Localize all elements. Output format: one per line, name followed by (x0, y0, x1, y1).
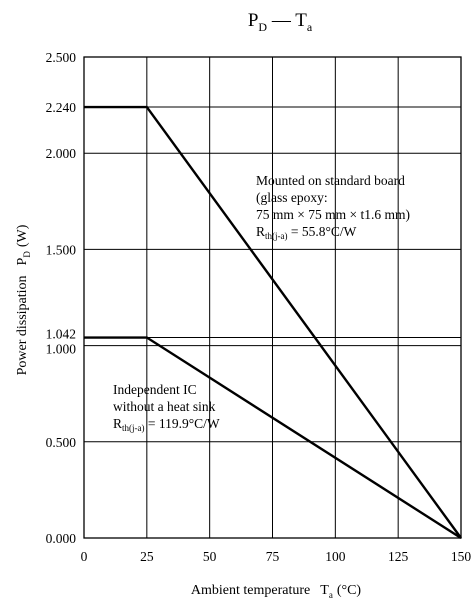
x-tick-labels: 0 25 50 75 100 125 150 (81, 549, 472, 564)
x-axis-label: Ambient temperature Ta (°C) (191, 583, 362, 600)
y-axis-label: Power dissipationPD(W) (15, 224, 32, 375)
annotation-standard-board: Mounted on standard board (glass epoxy: … (256, 173, 410, 241)
y-tick-label: 2.500 (46, 50, 77, 65)
annotation-standard-board-line-2: (glass epoxy: (256, 190, 328, 205)
chart-title: PD — Ta (248, 10, 313, 34)
annotation-independent-ic-line-2: without a heat sink (113, 399, 216, 414)
annotation-independent-ic-rth: Rth(j-a) = 119.9°C/W (113, 416, 220, 433)
series-line-1 (84, 105, 462, 539)
y-tick-label: 1.000 (46, 342, 77, 357)
grid-lines (84, 57, 461, 538)
annotation-standard-board-line-1: Mounted on standard board (256, 173, 405, 188)
x-tick-label: 150 (451, 549, 472, 564)
plot-frame (83, 56, 462, 539)
annotation-independent-ic: Independent IC without a heat sink Rth(j… (113, 382, 220, 433)
annotation-standard-board-rth: Rth(j-a) = 55.8°C/W (256, 224, 357, 241)
y-tick-label: 0.500 (46, 435, 77, 450)
series-lines (84, 105, 462, 540)
y-tick-label: 0.000 (46, 531, 77, 546)
x-tick-label: 0 (81, 549, 88, 564)
y-tick-label: 1.042 (46, 327, 76, 342)
y-tick-label: 2.240 (46, 100, 77, 115)
y-tick-label: 2.000 (46, 146, 77, 161)
y-tick-label: 1.500 (46, 242, 77, 257)
annotation-independent-ic-line-1: Independent IC (113, 382, 197, 397)
x-tick-label: 25 (140, 549, 154, 564)
x-tick-label: 75 (266, 549, 280, 564)
x-tick-label: 100 (325, 549, 346, 564)
annotation-standard-board-line-3: 75 mm × 75 mm × t1.6 mm) (256, 207, 410, 222)
x-tick-label: 125 (388, 549, 409, 564)
series-line-2 (84, 336, 462, 540)
x-tick-label: 50 (203, 549, 217, 564)
